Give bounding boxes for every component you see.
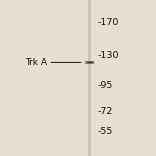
Text: -130: -130	[98, 51, 119, 60]
Text: Trk A: Trk A	[25, 58, 47, 67]
Bar	[86, 61, 93, 64]
Text: -95: -95	[98, 80, 113, 90]
Bar	[88, 62, 92, 63]
Bar	[84, 61, 95, 64]
Bar	[87, 62, 93, 63]
Text: -72: -72	[98, 107, 113, 116]
Bar	[88, 0, 91, 156]
Text: -170: -170	[98, 18, 119, 27]
Bar	[85, 61, 94, 64]
Text: -55: -55	[98, 127, 113, 136]
